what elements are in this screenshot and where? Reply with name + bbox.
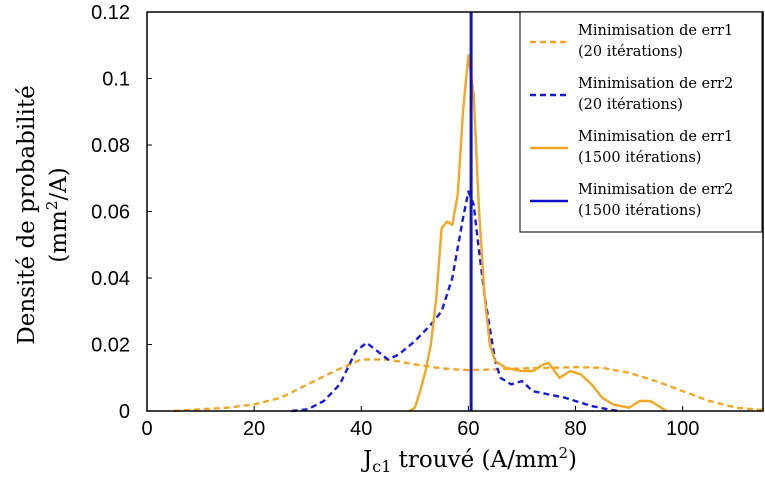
plot-area-frame [146,11,764,412]
legend-sublabel: (20 itérations) [578,44,683,60]
series-layer [173,12,764,413]
x-tick-label: 60 [457,418,479,440]
y-tick-label: 0.04 [91,268,130,290]
y-tick-label: 0.12 [91,2,130,24]
x-axis-label: Jc1 trouvé (A/mm2) [361,444,577,476]
y-axis-unit-label: (mm2/A) [43,167,72,262]
legend-label: Minimisation de err2 [578,76,733,92]
legend-box [519,11,763,233]
x-tick-label: 20 [243,418,265,440]
x-axis-ticks: 0 20 40 60 80 100 [141,406,699,440]
legend: Minimisation de err1 (20 itérations) Minim… [519,11,763,233]
series-line-2 [291,190,619,413]
x-tick-label: 0 [141,418,152,440]
y-tick-label: 0 [119,401,130,423]
legend-sublabel: (1500 itérations) [578,150,701,166]
legend-label: Minimisation de err1 [578,129,733,145]
y-axis-label: Densité de probabilité [14,85,40,344]
legend-sublabel: (1500 itérations) [578,203,701,219]
x-tick-label: 80 [564,418,586,440]
y-tick-label: 0.06 [91,202,130,224]
x-tick-label: 100 [666,418,699,440]
legend-sublabel: (20 itérations) [578,97,683,113]
series-line-3 [408,54,668,413]
series-line-1 [173,358,764,413]
y-tick-label: 0.1 [102,69,130,91]
legend-label: Minimisation de err2 [578,182,733,198]
y-tick-label: 0.02 [91,335,130,357]
legend-label: Minimisation de err1 [578,23,733,39]
y-axis-ticks: 0 0.02 0.04 0.06 0.08 0.1 0.12 [91,2,152,423]
x-tick-label: 40 [350,418,372,440]
y-tick-label: 0.08 [91,135,130,157]
